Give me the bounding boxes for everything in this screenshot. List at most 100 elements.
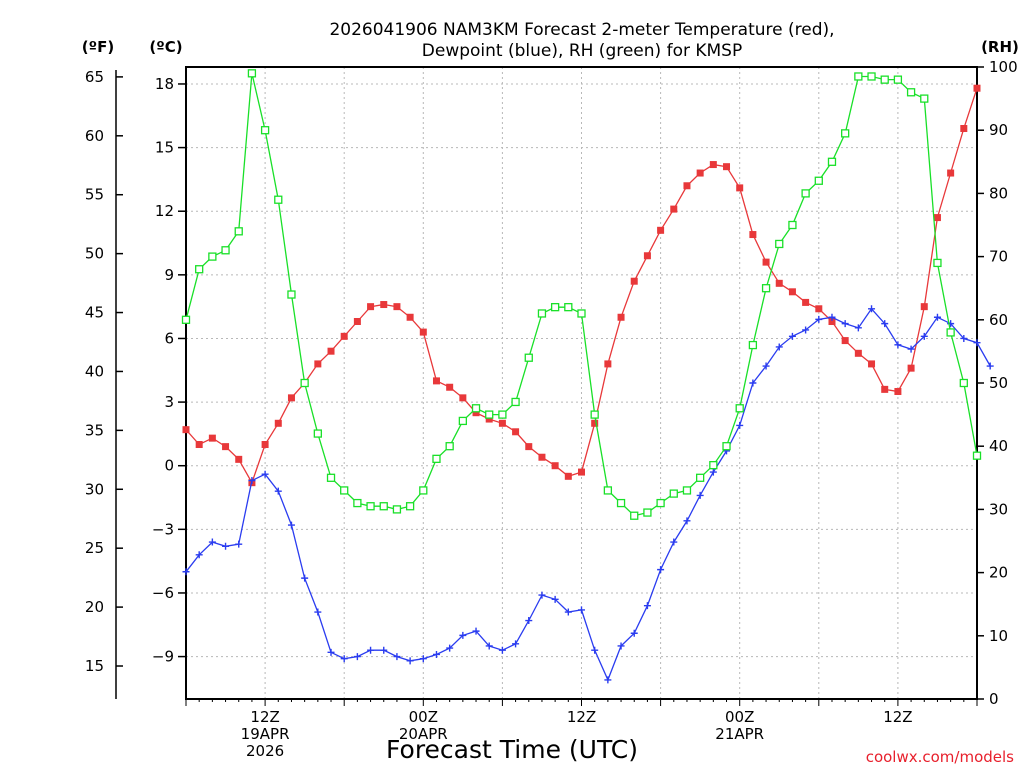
rh-point bbox=[827, 157, 837, 166]
rh-point bbox=[234, 227, 243, 236]
rh-tick-label: 60 bbox=[989, 311, 1008, 329]
rh-tick-label: 90 bbox=[989, 121, 1008, 139]
temperature-point bbox=[736, 184, 744, 192]
temperature-point bbox=[564, 472, 572, 480]
rh-point bbox=[590, 410, 599, 419]
temperature-point bbox=[578, 468, 585, 476]
dewpoint-point bbox=[841, 320, 849, 328]
rh-point bbox=[260, 126, 270, 135]
temperature-point bbox=[868, 360, 876, 368]
temperature-point bbox=[512, 428, 520, 436]
dewpoint-point bbox=[551, 595, 559, 603]
rh-point bbox=[761, 284, 771, 293]
temperature-point bbox=[525, 443, 533, 451]
rh-point bbox=[287, 290, 296, 299]
temperature-point bbox=[788, 288, 796, 296]
x-tick-label: 00Z bbox=[409, 708, 438, 726]
temperature-point bbox=[683, 182, 691, 190]
celsius-tick-label: 15 bbox=[155, 139, 174, 157]
rh-point bbox=[854, 72, 863, 81]
dewpoint-point bbox=[419, 655, 427, 663]
celsius-tick-label: 18 bbox=[155, 75, 174, 93]
temperature-point bbox=[947, 169, 955, 177]
dewpoint-point bbox=[274, 487, 282, 495]
rh-point bbox=[274, 195, 283, 204]
rh-point bbox=[524, 353, 533, 362]
dewpoint-point bbox=[485, 642, 493, 650]
rh-point bbox=[630, 511, 639, 520]
rh-tick-label: 50 bbox=[989, 374, 1008, 392]
dewpoint-point bbox=[973, 339, 981, 347]
temperature-point bbox=[723, 163, 731, 171]
rh-point bbox=[221, 246, 230, 255]
temperature-point bbox=[406, 313, 414, 321]
rh-tick-label: 20 bbox=[989, 564, 1008, 582]
celsius-unit-label: (ºC) bbox=[149, 38, 182, 56]
rh-point bbox=[946, 328, 955, 337]
rh-point bbox=[537, 309, 547, 318]
temperature-point bbox=[235, 455, 243, 463]
rh-tick-label: 100 bbox=[989, 58, 1018, 76]
dewpoint-point bbox=[933, 313, 941, 321]
rh-point bbox=[709, 461, 718, 470]
dewpoint-point bbox=[802, 326, 810, 334]
rh-point bbox=[313, 429, 322, 438]
rh-tick-label: 0 bbox=[989, 690, 999, 708]
temperature-point bbox=[472, 409, 480, 417]
rh-point bbox=[379, 502, 388, 511]
x-tick-label: 20APR bbox=[399, 725, 448, 743]
temperature-point bbox=[591, 419, 599, 427]
rh-point bbox=[405, 502, 415, 511]
rh-point bbox=[353, 498, 362, 508]
dewpoint-point bbox=[287, 521, 295, 529]
dewpoint-point bbox=[749, 379, 757, 387]
dewpoint-point bbox=[696, 491, 704, 499]
temperature-point bbox=[643, 252, 651, 260]
temperature-point bbox=[960, 125, 968, 133]
dewpoint-point bbox=[380, 646, 388, 654]
x-tick-label: 12Z bbox=[883, 708, 912, 726]
temperature-point bbox=[775, 279, 783, 287]
temperature-point bbox=[881, 385, 889, 393]
temperature-point bbox=[340, 332, 348, 340]
dewpoint-point bbox=[222, 542, 230, 550]
dewpoint-point bbox=[881, 320, 889, 328]
celsius-tick-label: 9 bbox=[164, 266, 174, 284]
temperature-point bbox=[367, 303, 375, 311]
temperature-point bbox=[485, 415, 493, 423]
dewpoint-point bbox=[182, 568, 190, 576]
rh-point bbox=[906, 88, 916, 97]
rh-point bbox=[300, 378, 309, 388]
temperature-point bbox=[353, 317, 361, 325]
dewpoint-point bbox=[340, 655, 348, 663]
temperature-point bbox=[459, 394, 467, 402]
rh-point bbox=[392, 505, 402, 514]
dewpoint-point bbox=[432, 650, 440, 658]
rh-point bbox=[656, 498, 665, 508]
rh-point bbox=[340, 486, 349, 495]
series-open-square bbox=[181, 69, 982, 520]
dewpoint-point bbox=[314, 608, 322, 616]
rh-point bbox=[893, 75, 903, 84]
dewpoint-point bbox=[248, 477, 256, 485]
temperature-point bbox=[657, 226, 665, 234]
tick-labels: 1815129630−3−6−9656055504540353025201510… bbox=[85, 58, 1018, 760]
dewpoint-point bbox=[960, 334, 968, 342]
temperature-point bbox=[894, 387, 902, 395]
x-tick-label: 00Z bbox=[725, 708, 754, 726]
rh-point bbox=[616, 498, 626, 508]
dewpoint-point bbox=[986, 362, 994, 370]
axes bbox=[115, 66, 984, 706]
fahrenheit-unit-label: (ºF) bbox=[82, 38, 114, 56]
fahrenheit-tick-label: 15 bbox=[85, 657, 104, 675]
credit-label: coolwx.com/models bbox=[866, 748, 1014, 766]
rh-tick-label: 30 bbox=[989, 500, 1008, 518]
fahrenheit-tick-label: 30 bbox=[85, 480, 104, 498]
fahrenheit-tick-label: 45 bbox=[85, 304, 104, 322]
rh-point bbox=[682, 486, 692, 495]
temperature-point bbox=[762, 258, 770, 266]
temperature-point bbox=[696, 169, 704, 177]
x-tick-label: 12Z bbox=[567, 708, 596, 726]
temperature-point bbox=[802, 298, 810, 306]
dewpoint-point bbox=[815, 315, 823, 323]
